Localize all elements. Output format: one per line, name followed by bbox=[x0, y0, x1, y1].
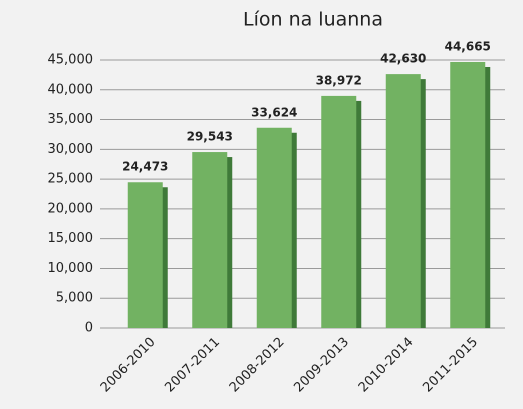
y-tick-label: 35,000 bbox=[48, 112, 94, 127]
bar bbox=[127, 182, 163, 328]
y-tick-label: 45,000 bbox=[48, 53, 94, 68]
bar bbox=[321, 95, 357, 328]
bar bbox=[385, 74, 421, 328]
x-tick-label: 2011-2015 bbox=[420, 335, 481, 396]
data-label: 24,473 bbox=[122, 160, 168, 174]
y-tick-label: 25,000 bbox=[48, 172, 94, 187]
y-tick-label: 40,000 bbox=[48, 82, 94, 97]
y-tick-label: 5,000 bbox=[56, 291, 93, 306]
bar bbox=[256, 127, 292, 328]
data-label: 38,972 bbox=[316, 73, 362, 87]
x-tick-label: 2007-2011 bbox=[162, 335, 223, 396]
data-label: 33,624 bbox=[251, 105, 297, 119]
x-tick-label: 2006-2010 bbox=[98, 335, 159, 396]
bar bbox=[192, 152, 228, 328]
y-tick-label: 10,000 bbox=[48, 261, 94, 276]
data-label: 44,665 bbox=[445, 39, 491, 53]
bar bbox=[450, 61, 486, 328]
data-label: 42,630 bbox=[380, 52, 426, 66]
y-tick-label: 20,000 bbox=[48, 201, 94, 216]
y-tick-label: 0 bbox=[85, 321, 93, 336]
data-label: 29,543 bbox=[187, 130, 233, 144]
x-tick-label: 2008-2012 bbox=[227, 335, 288, 396]
x-tick-label: 2009-2013 bbox=[291, 335, 352, 396]
y-tick-label: 30,000 bbox=[48, 142, 94, 157]
y-tick-label: 15,000 bbox=[48, 231, 94, 246]
x-tick-label: 2010-2014 bbox=[356, 335, 417, 396]
chart-title: Líon na luanna bbox=[243, 9, 383, 31]
